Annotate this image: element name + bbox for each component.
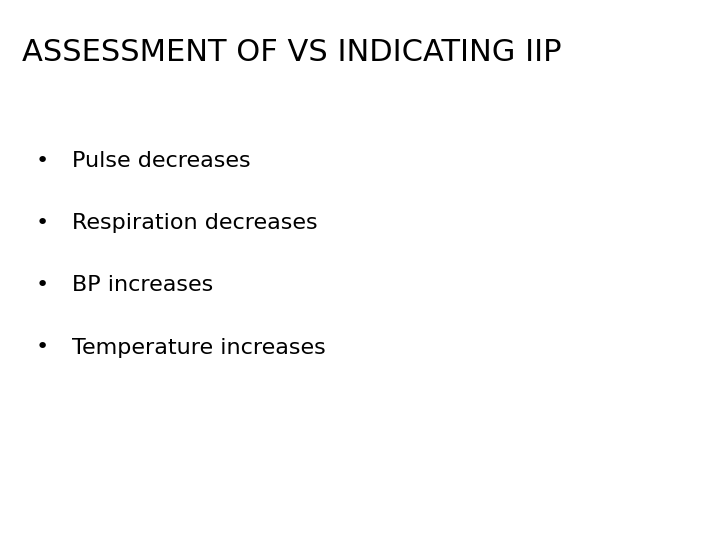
Text: •: • [36, 338, 49, 357]
Text: •: • [36, 275, 49, 295]
Text: •: • [36, 213, 49, 233]
Text: Temperature increases: Temperature increases [72, 338, 325, 357]
Text: Respiration decreases: Respiration decreases [72, 213, 318, 233]
Text: •: • [36, 151, 49, 171]
Text: BP increases: BP increases [72, 275, 213, 295]
Text: ASSESSMENT OF VS INDICATING IIP: ASSESSMENT OF VS INDICATING IIP [22, 38, 561, 67]
Text: Pulse decreases: Pulse decreases [72, 151, 251, 171]
